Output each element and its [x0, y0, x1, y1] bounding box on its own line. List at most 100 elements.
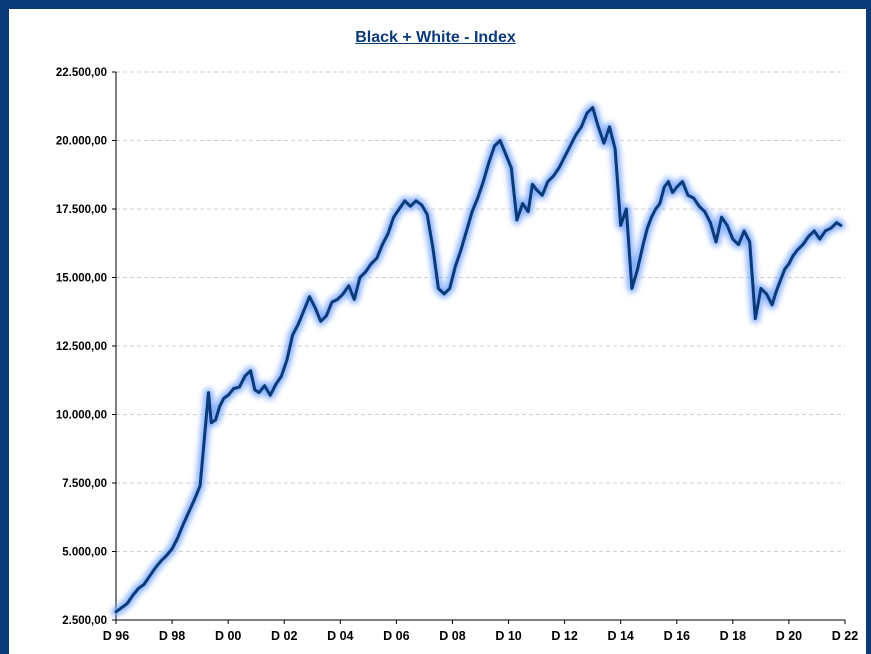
data-point — [619, 224, 622, 227]
y-tick-label: 7.500,00 — [62, 478, 107, 490]
data-point — [222, 396, 226, 400]
data-point — [765, 292, 768, 296]
data-point — [698, 205, 701, 208]
data-point — [369, 262, 373, 265]
data-point — [182, 522, 185, 526]
data-point — [498, 139, 502, 142]
data-point — [709, 221, 712, 224]
data-point — [232, 387, 235, 390]
data-point — [392, 216, 395, 219]
data-point — [625, 207, 628, 211]
data-point — [737, 243, 740, 246]
y-tick-label: 17.500,00 — [56, 204, 107, 216]
y-tick-label: 20.000,00 — [56, 136, 107, 148]
x-tick-label: D 18 — [720, 629, 746, 643]
data-point — [249, 369, 252, 372]
data-point — [641, 243, 645, 246]
data-point — [353, 298, 356, 301]
data-point — [297, 322, 300, 326]
series-line-glow — [111, 103, 846, 617]
data-point — [731, 237, 735, 241]
data-point — [263, 384, 266, 387]
data-point — [510, 166, 513, 170]
data-point — [686, 194, 690, 197]
data-point — [131, 594, 135, 597]
data-point — [470, 210, 474, 213]
data-point — [274, 383, 278, 386]
x-tick-label: D 08 — [439, 629, 465, 643]
data-point — [650, 216, 653, 219]
data-point — [671, 191, 674, 194]
axes — [112, 71, 846, 624]
data-point — [347, 284, 350, 287]
data-point — [569, 144, 572, 148]
data-point — [243, 374, 247, 378]
data-point — [770, 303, 774, 307]
data-point — [714, 240, 718, 244]
data-point — [313, 306, 317, 309]
y-axis-tick-labels: 2.500,00 5.000,00 7.500,00 10.000,00 12.500,… — [56, 67, 107, 627]
data-point — [646, 226, 649, 230]
data-point — [442, 292, 446, 296]
data-point — [754, 317, 757, 320]
data-point — [824, 229, 827, 233]
data-point — [330, 300, 334, 304]
data-point — [482, 180, 485, 183]
data-point — [630, 287, 634, 290]
data-point — [759, 287, 763, 290]
data-point — [783, 268, 786, 271]
data-point — [504, 153, 507, 156]
data-point — [176, 536, 179, 539]
data-point — [198, 484, 202, 487]
data-point — [493, 144, 496, 148]
data-point — [662, 185, 666, 189]
data-point — [742, 229, 746, 233]
data-point — [397, 207, 401, 211]
data-point — [591, 106, 594, 109]
x-tick-label: D 06 — [383, 629, 409, 643]
data-point — [791, 254, 795, 257]
data-point — [426, 213, 429, 216]
data-point — [280, 374, 283, 378]
data-point — [812, 229, 816, 233]
data-point — [308, 295, 311, 298]
data-point — [526, 210, 530, 213]
data-point — [531, 183, 534, 186]
x-axis-tick-labels: D 96 D 98 D 00 D 02 D 04 D 06 D 08 D 10 D 12 D 14… — [103, 629, 858, 643]
data-point — [386, 232, 390, 235]
x-tick-label: D 10 — [495, 629, 521, 643]
data-point — [608, 125, 611, 128]
data-point — [193, 498, 196, 501]
data-point — [835, 221, 838, 224]
data-point — [801, 243, 805, 246]
data-point — [302, 309, 306, 312]
data-point — [291, 333, 294, 337]
data-point — [210, 421, 213, 424]
data-point — [787, 262, 791, 265]
data-point — [720, 216, 723, 219]
x-tick-label: D 20 — [776, 629, 802, 643]
data-point — [120, 606, 123, 609]
data-point — [165, 554, 168, 557]
data-point — [681, 180, 684, 183]
data-point — [465, 229, 468, 233]
data-point — [654, 207, 657, 211]
data-point — [552, 174, 555, 178]
data-point — [613, 147, 617, 150]
data-point — [218, 405, 221, 408]
y-tick-label: 5.000,00 — [62, 547, 107, 559]
data-point — [253, 388, 256, 392]
y-tick-label: 22.500,00 — [56, 67, 107, 79]
data-point — [203, 437, 206, 441]
chart-title: Black + White - Index — [355, 29, 516, 46]
data-point — [574, 133, 578, 137]
data-point — [726, 224, 729, 227]
data-point — [207, 391, 210, 394]
x-tick-label: D 22 — [832, 629, 858, 643]
data-point — [487, 161, 491, 164]
data-point — [515, 218, 519, 222]
data-point — [403, 199, 406, 202]
y-tick-label: 10.000,00 — [56, 410, 107, 422]
